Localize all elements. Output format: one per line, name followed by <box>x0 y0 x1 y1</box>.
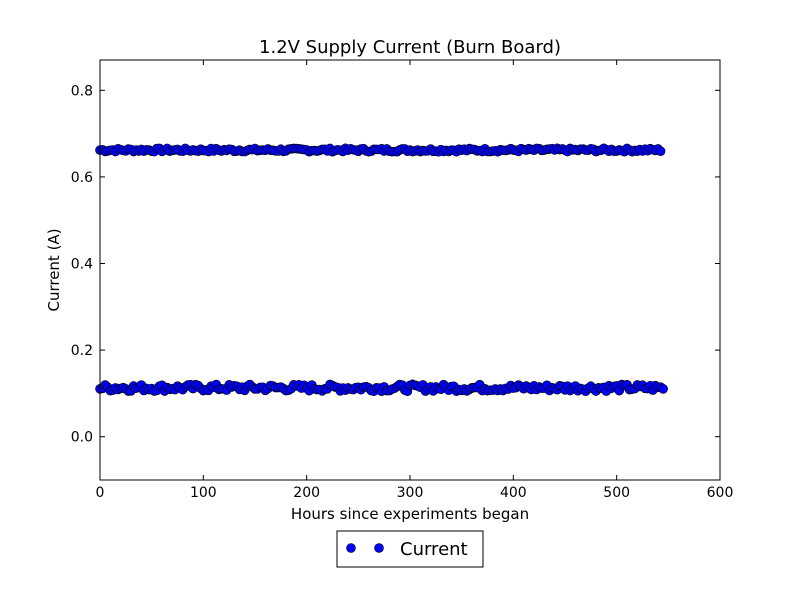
y-axis-label: Current (A) <box>45 228 63 311</box>
y-tick-label: 0.0 <box>71 430 93 446</box>
data-points <box>95 143 668 397</box>
y-tick-label: 0.4 <box>71 257 93 273</box>
legend: Current <box>336 530 484 568</box>
legend-box <box>336 530 484 568</box>
x-axis-label: Hours since experiments began <box>291 505 529 523</box>
y-axis-ticks: 0.0 0.2 0.4 0.6 0.8 <box>71 83 720 446</box>
y-tick-label: 0.2 <box>71 343 93 359</box>
data-point <box>658 384 668 394</box>
x-tick-label: 400 <box>500 485 527 501</box>
x-tick-label: 100 <box>190 485 217 501</box>
x-tick-label: 600 <box>707 485 734 501</box>
y-tick-label: 0.6 <box>71 170 93 186</box>
legend-marker <box>374 543 384 553</box>
x-tick-label: 0 <box>96 485 105 501</box>
y-tick-label: 0.8 <box>71 83 93 99</box>
plot-area-frame <box>99 59 721 481</box>
x-axis-ticks: 0 100 200 300 400 500 600 <box>96 60 734 501</box>
x-tick-label: 500 <box>603 485 630 501</box>
legend-label: Current <box>400 539 468 560</box>
data-point <box>655 146 666 156</box>
legend-marker <box>346 543 356 553</box>
x-tick-label: 300 <box>397 485 424 501</box>
chart-title: 1.2V Supply Current (Burn Board) <box>259 37 561 58</box>
x-tick-label: 200 <box>293 485 320 501</box>
